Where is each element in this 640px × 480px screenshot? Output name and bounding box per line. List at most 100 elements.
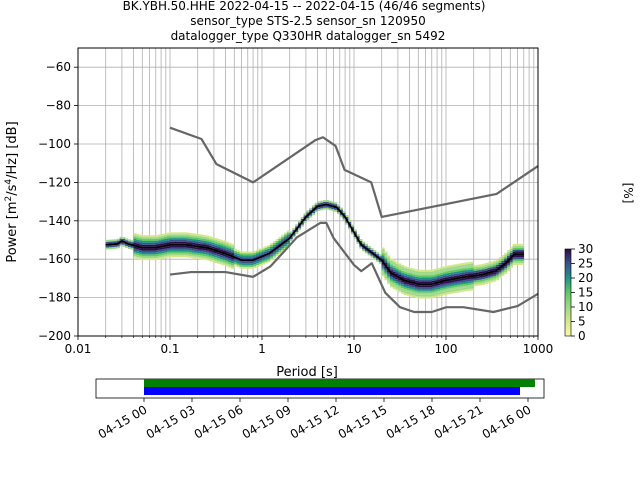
- heatmap-cell: [423, 290, 427, 293]
- heatmap-cell: [395, 286, 399, 289]
- heatmap-cell: [454, 285, 458, 288]
- heatmap-cell: [398, 284, 402, 287]
- heatmap-cell: [470, 280, 474, 283]
- heatmap-cell: [434, 272, 438, 275]
- heatmap-cell: [445, 275, 449, 278]
- heatmap-cell: [434, 289, 438, 292]
- heatmap-cell: [392, 277, 396, 280]
- heatmap-cell: [197, 239, 201, 242]
- heatmap-cell: [278, 246, 282, 249]
- heatmap-cell: [267, 256, 271, 259]
- heatmap-cell: [445, 265, 449, 268]
- plot-frame: [77, 47, 539, 337]
- heatmap-cell: [150, 252, 154, 255]
- heatmap-cell: [403, 272, 407, 274]
- y-tick-label: −180: [38, 291, 71, 305]
- heatmap-cell: [153, 242, 157, 245]
- heatmap-cell: [250, 251, 254, 254]
- heatmap-cell: [423, 296, 427, 299]
- heatmap-cell: [487, 275, 491, 278]
- heatmap-cell: [203, 236, 207, 239]
- heatmap-cell: [133, 252, 137, 255]
- heatmap-cell: [236, 255, 240, 258]
- heatmap-cell: [509, 246, 513, 249]
- heatmap-cell: [222, 242, 226, 245]
- colorbar-tick-label: 10: [578, 300, 593, 314]
- heatmap-cell: [409, 277, 413, 280]
- heatmap-cell: [378, 261, 382, 264]
- heatmap-cell: [153, 237, 157, 240]
- heatmap-cell: [387, 278, 391, 281]
- heatmap-cell: [272, 254, 277, 257]
- heatmap-cell: [228, 250, 232, 253]
- heatmap-cell: [164, 248, 168, 251]
- heatmap-cell: [178, 236, 182, 239]
- heatmap-cell: [284, 246, 288, 248]
- heatmap-cell: [250, 253, 254, 256]
- heatmap-cell: [217, 254, 221, 257]
- heatmap-cell: [487, 267, 491, 270]
- heatmap-cell: [178, 247, 182, 250]
- heatmap-cell: [164, 235, 168, 238]
- heatmap-cell: [406, 267, 410, 269]
- heatmap-cell: [228, 244, 232, 247]
- heatmap-cell: [493, 262, 497, 265]
- heatmap-cell: [445, 292, 449, 295]
- heatmap-cell: [217, 242, 221, 245]
- heatmap-cell: [473, 282, 477, 285]
- heatmap-cell: [431, 280, 435, 283]
- heatmap-cell: [389, 279, 394, 282]
- heatmap-cell: [476, 264, 480, 267]
- heatmap-cell: [481, 263, 486, 266]
- heatmap-cell: [225, 260, 229, 263]
- heatmap-cell: [512, 245, 516, 248]
- heatmap-cell: [136, 257, 140, 259]
- heatmap-cell: [261, 256, 265, 259]
- heatmap-cell: [476, 270, 480, 273]
- heatmap-cell: [105, 245, 109, 248]
- heatmap-cell: [161, 249, 165, 252]
- heatmap-cell: [437, 294, 441, 297]
- heatmap-cell: [323, 207, 327, 210]
- heatmap-cell: [403, 287, 407, 290]
- heatmap-cell: [420, 285, 424, 288]
- heatmap-cell: [133, 256, 137, 259]
- heatmap-cell: [440, 267, 444, 270]
- heatmap-cell: [194, 247, 198, 250]
- heatmap-cell: [214, 259, 218, 262]
- heatmap-cell: [206, 235, 210, 238]
- heatmap-cell: [278, 242, 282, 245]
- heatmap-cell: [155, 234, 159, 237]
- heatmap-cell: [217, 238, 221, 241]
- heatmap-cell: [431, 286, 435, 289]
- heatmap-cell: [228, 248, 232, 251]
- heatmap-cell: [306, 210, 310, 213]
- heatmap-cell: [420, 273, 424, 276]
- heatmap-cell: [272, 242, 277, 245]
- heatmap-cell: [445, 269, 449, 272]
- heatmap-cell: [451, 272, 455, 275]
- heatmap-cell: [239, 256, 243, 259]
- heatmap-cell: [228, 260, 232, 262]
- heatmap-cell: [206, 258, 210, 261]
- heatmap-cell: [412, 295, 416, 298]
- heatmap-cell: [219, 255, 224, 257]
- heatmap-cell: [456, 269, 460, 272]
- heatmap-cell: [462, 278, 466, 281]
- heatmap-cell: [387, 257, 391, 260]
- heatmap-cell: [236, 253, 240, 256]
- heatmap-cell: [437, 277, 441, 280]
- heatmap-cell: [175, 234, 179, 237]
- heatmap-cell: [415, 278, 419, 281]
- colorbar-tick-label: 0: [578, 329, 586, 343]
- heatmap-cell: [247, 266, 251, 269]
- heatmap-cell: [520, 259, 525, 262]
- heatmap-cell: [158, 238, 162, 241]
- heatmap-cell: [392, 271, 396, 274]
- heatmap-cell: [250, 266, 254, 269]
- heatmap-cell: [378, 256, 382, 259]
- heatmap-cell: [498, 272, 502, 275]
- heatmap-cell: [456, 271, 460, 274]
- heatmap-cell: [275, 254, 279, 257]
- heatmap-cell: [334, 202, 338, 205]
